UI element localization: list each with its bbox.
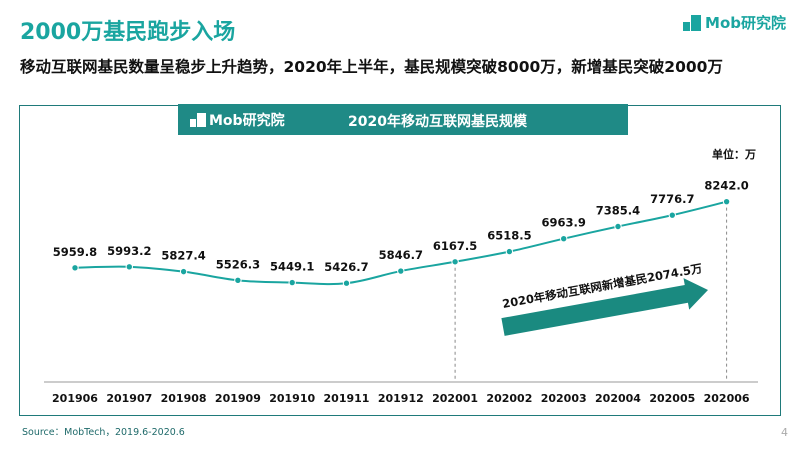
page-title: 2000万基民跑步入场 xyxy=(20,20,236,45)
source-note: Source：MobTech，2019.6-2020.6 xyxy=(22,427,185,438)
brand-logo: Mob研究院 xyxy=(683,12,786,33)
x-tick-label: 202001 xyxy=(432,392,478,405)
data-label: 5449.1 xyxy=(270,260,314,274)
data-point xyxy=(560,235,568,243)
page-subtitle: 移动互联网基民数量呈稳步上升趋势，2020年上半年，基民规模突破8000万，新增… xyxy=(20,58,723,76)
data-label: 5827.4 xyxy=(161,249,205,263)
data-label: 5846.7 xyxy=(379,248,423,262)
data-label: 8242.0 xyxy=(704,179,748,193)
x-tick-label: 201910 xyxy=(269,392,315,405)
data-label: 7776.7 xyxy=(650,192,694,206)
data-point xyxy=(179,267,188,276)
chart-banner: Mob研究院 2020年移动互联网基民规模 xyxy=(178,104,628,135)
banner-logo-text: Mob研究院 xyxy=(209,113,285,129)
mob-logo-icon xyxy=(683,14,702,31)
data-label: 6963.9 xyxy=(542,216,586,230)
chart-title: 2020年移动互联网基民规模 xyxy=(348,114,527,130)
data-label: 5993.2 xyxy=(107,244,151,258)
data-point xyxy=(71,264,79,272)
banner-logo: Mob研究院 xyxy=(190,110,285,130)
data-point xyxy=(288,278,296,287)
x-tick-label: 202005 xyxy=(649,392,695,405)
data-point xyxy=(722,197,731,206)
x-tick-label: 202006 xyxy=(704,392,750,405)
brand-logo-text: Mob研究院 xyxy=(705,14,786,32)
data-point xyxy=(614,222,622,231)
data-point xyxy=(505,247,514,256)
data-label: 7385.4 xyxy=(596,203,640,217)
x-tick-label: 202002 xyxy=(486,392,532,405)
x-tick-label: 201908 xyxy=(161,392,207,405)
data-label: 5526.3 xyxy=(216,257,260,271)
data-label: 6518.5 xyxy=(487,229,531,243)
x-tick-label: 201911 xyxy=(324,392,370,405)
data-point xyxy=(342,279,351,287)
data-label: 6167.5 xyxy=(433,239,477,253)
x-tick-label: 201909 xyxy=(215,392,261,405)
data-point xyxy=(451,258,459,266)
unit-label: 单位：万 xyxy=(712,148,756,161)
x-tick-label: 201906 xyxy=(52,392,98,405)
data-point xyxy=(668,211,676,219)
data-label: 5959.8 xyxy=(53,245,97,259)
page-number: 4 xyxy=(781,426,788,439)
data-point xyxy=(397,267,405,275)
data-point xyxy=(125,263,134,271)
data-point xyxy=(234,276,242,285)
data-label: 5426.7 xyxy=(324,260,368,274)
growth-arrow-icon xyxy=(501,278,708,336)
x-tick-label: 202004 xyxy=(595,392,641,405)
x-tick-label: 201907 xyxy=(106,392,152,405)
x-tick-label: 201912 xyxy=(378,392,424,405)
x-tick-label: 202003 xyxy=(541,392,587,405)
mob-logo-icon xyxy=(190,113,206,127)
